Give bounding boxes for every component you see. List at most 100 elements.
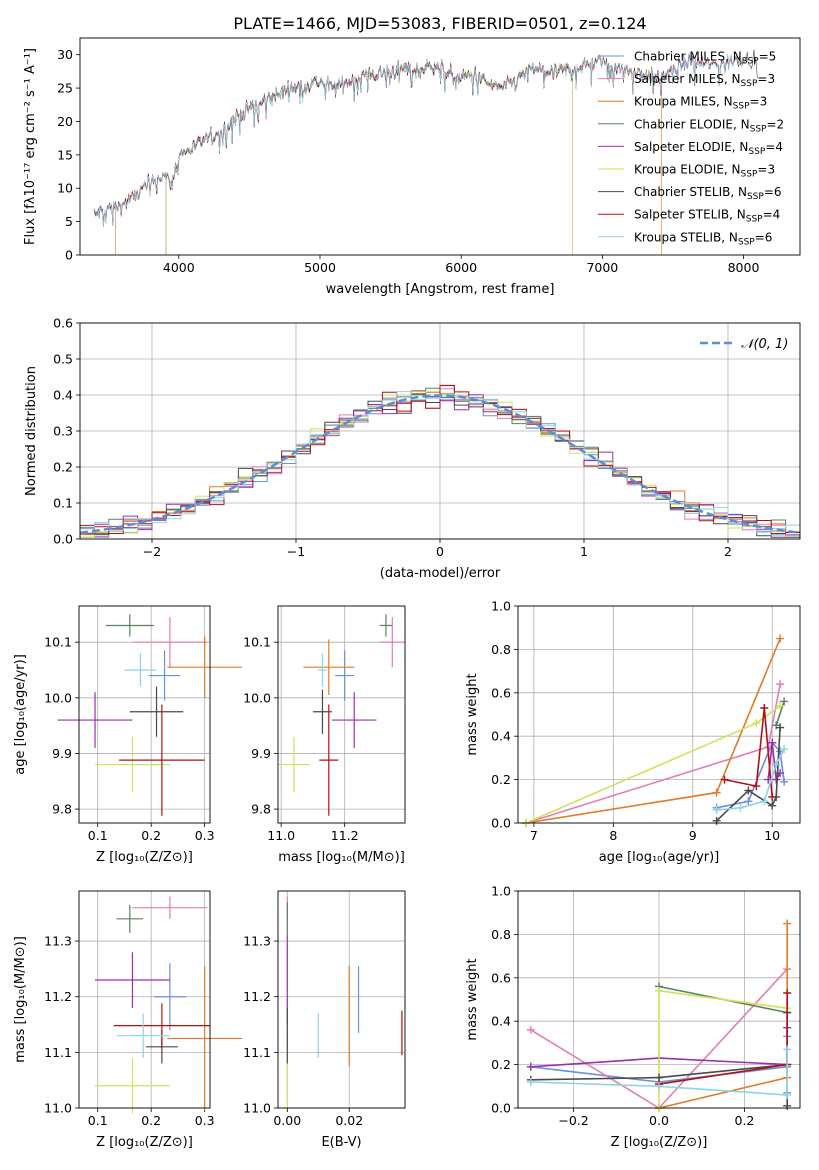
y-tick-label: 0.3 bbox=[53, 424, 73, 439]
weight-point-marker bbox=[772, 760, 781, 769]
y-tick-label: 11.2 bbox=[243, 989, 271, 1004]
spectrum-series-line bbox=[165, 59, 573, 255]
y-tick-label: 11.3 bbox=[243, 934, 271, 949]
y-tick-label: 30 bbox=[57, 47, 73, 62]
y-tick-label: 0.2 bbox=[491, 1057, 511, 1072]
x-tick-label: 7 bbox=[530, 828, 538, 843]
y-tick-label: 0.0 bbox=[53, 532, 73, 547]
weight-series-line bbox=[525, 638, 781, 824]
y-tick-label: 0 bbox=[65, 248, 73, 263]
x-tick-label: 2 bbox=[724, 544, 732, 559]
weight-point-marker bbox=[768, 738, 777, 747]
weight-point-marker bbox=[783, 919, 792, 928]
y-axis-label: Flux [fλ10⁻¹⁷ erg cm⁻² s⁻¹ A⁻¹] bbox=[23, 48, 38, 245]
weight-point-marker bbox=[526, 1077, 535, 1086]
spectrum-legend: Chabrier MILES, NSSP=5 Salpeter MILES, NS… bbox=[598, 50, 784, 247]
x-tick-label: −1 bbox=[287, 544, 305, 559]
age_vs_Z-frame bbox=[78, 605, 211, 824]
y-axis-label: mass weight bbox=[465, 673, 480, 755]
weight_vs_age-frame bbox=[517, 605, 801, 824]
legend-label: Chabrier ELODIE, NSSP=2 bbox=[634, 117, 784, 134]
y-tick-label: 0.2 bbox=[491, 772, 511, 787]
weight-point-marker bbox=[776, 680, 785, 689]
y-tick-label: 11.1 bbox=[243, 1045, 271, 1060]
x-tick-label: 0.02 bbox=[335, 1113, 363, 1128]
legend-label: Salpeter STELIB, NSSP=4 bbox=[634, 208, 780, 225]
y-tick-label: 10.0 bbox=[44, 690, 72, 705]
mass_vs_EBV-frame bbox=[277, 890, 406, 1109]
y-tick-label: 0.4 bbox=[53, 388, 73, 403]
y-tick-label: 11.3 bbox=[44, 934, 72, 949]
y-tick-label: 11.0 bbox=[243, 1101, 271, 1116]
x-tick-label: 8 bbox=[609, 828, 617, 843]
spectrum-axes: 4000 5000 6000 7000 8000 0 5 10 15 20 25 30 waveleng… bbox=[23, 47, 759, 297]
x-tick-label: 0 bbox=[436, 544, 444, 559]
x-tick-label: 0.3 bbox=[195, 1113, 215, 1128]
spectrum-frame bbox=[79, 37, 801, 256]
y-tick-label: 11.1 bbox=[44, 1045, 72, 1060]
weight_vs_Z-axes: −0.2 0.0 0.2 0.0 0.2 0.4 0.6 0.8 1.0 Z [log₁₀(Z/Z… bbox=[465, 884, 800, 1150]
legend-label: Kroupa MILES, NSSP=3 bbox=[634, 95, 767, 112]
weight-point-marker bbox=[712, 816, 721, 825]
x-axis-label: mass [log₁₀(M/M⊙)] bbox=[278, 850, 405, 865]
x-tick-label: 0.00 bbox=[273, 1113, 301, 1128]
weight-point-marker bbox=[772, 775, 781, 784]
weight-point-marker bbox=[712, 788, 721, 797]
weight-point-marker bbox=[783, 1090, 792, 1099]
figure-title: PLATE=1466, MJD=53083, FIBERID=0501, z=0… bbox=[233, 14, 646, 33]
y-tick-label: 9.8 bbox=[251, 802, 271, 817]
y-tick-label: 0.0 bbox=[491, 1101, 511, 1116]
legend-label: Salpeter MILES, NSSP=3 bbox=[634, 72, 775, 89]
weight-point-marker bbox=[783, 1101, 792, 1110]
y-tick-label: 1.0 bbox=[491, 884, 511, 899]
x-axis-label: wavelength [Angstrom, rest frame] bbox=[326, 282, 555, 297]
y-tick-label: 10.1 bbox=[44, 635, 72, 650]
weight-series-line bbox=[525, 705, 781, 824]
y-axis-label: mass [log₁₀(M/M⊙)] bbox=[13, 936, 28, 1063]
legend-label: Chabrier MILES, NSSP=5 bbox=[634, 50, 776, 67]
y-tick-label: 15 bbox=[57, 147, 73, 162]
mass_vs_Z-axes: 0.1 0.2 0.3 11.0 11.1 11.2 11.3 Z [log₁₀(Z/Z⊙)]… bbox=[13, 891, 215, 1150]
spectrum-series-line bbox=[93, 54, 744, 226]
legend-label: 𝒩(0, 1) bbox=[741, 337, 788, 352]
weight-point-marker bbox=[780, 745, 789, 754]
x-tick-label: 11.0 bbox=[267, 828, 295, 843]
normal-curve bbox=[79, 394, 801, 534]
x-tick-label: 1 bbox=[580, 544, 588, 559]
x-axis-label: Z [log₁₀(Z/Z⊙)] bbox=[96, 1135, 193, 1150]
weight-point-marker bbox=[768, 792, 777, 801]
weight-point-marker bbox=[526, 1025, 535, 1034]
weight-point-marker bbox=[712, 805, 721, 814]
weight-point-marker bbox=[744, 786, 753, 795]
x-tick-label: 6000 bbox=[445, 260, 477, 275]
residuals-frame bbox=[79, 322, 801, 540]
weight-point-marker bbox=[776, 701, 785, 710]
x-tick-label: 0.1 bbox=[88, 1113, 108, 1128]
y-tick-label: 0.2 bbox=[53, 460, 73, 475]
x-axis-label: (data-model)/error bbox=[380, 566, 501, 581]
legend-label: Kroupa ELODIE, NSSP=3 bbox=[634, 163, 775, 180]
y-tick-label: 0.4 bbox=[491, 729, 511, 744]
x-tick-label: 11.2 bbox=[331, 828, 359, 843]
weight-point-marker bbox=[768, 801, 777, 810]
weight_vs_age-axes: 7 8 9 10 0.0 0.2 0.4 0.6 0.8 1.0 age [log₁₀(age/yr… bbox=[465, 599, 800, 865]
legend-label: Salpeter ELODIE, NSSP=4 bbox=[634, 140, 783, 157]
y-tick-label: 20 bbox=[57, 114, 73, 129]
y-tick-label: 11.2 bbox=[44, 989, 72, 1004]
weight-point-marker bbox=[752, 719, 761, 728]
x-tick-label: 8000 bbox=[728, 260, 760, 275]
weight-point-marker bbox=[783, 988, 792, 997]
y-tick-label: 25 bbox=[57, 81, 73, 96]
age_vs_mass-axes: 11.0 11.2 9.8 9.9 10.0 10.1 mass [log₁₀(M/M⊙)] bbox=[243, 606, 405, 865]
residuals-axes: −2 −1 0 1 2 0.0 0.1 0.2 0.3 0.4 0.5 0.6 (data-model)… bbox=[24, 316, 800, 581]
x-tick-label: 4000 bbox=[163, 260, 195, 275]
x-tick-label: 0.1 bbox=[88, 828, 108, 843]
weight-point-marker bbox=[780, 777, 789, 786]
age_vs_mass-frame bbox=[277, 605, 406, 824]
x-axis-label: Z [log₁₀(Z/Z⊙)] bbox=[96, 850, 193, 865]
y-tick-label: 9.8 bbox=[52, 802, 72, 817]
x-tick-label: −0.2 bbox=[558, 1113, 588, 1128]
weight-point-marker bbox=[780, 697, 789, 706]
x-tick-label: 5000 bbox=[304, 260, 336, 275]
age_vs_Z-axes: 0.1 0.2 0.3 9.8 9.9 10.0 10.1 Z [log₁₀(Z/Z⊙)] ag… bbox=[13, 606, 215, 865]
